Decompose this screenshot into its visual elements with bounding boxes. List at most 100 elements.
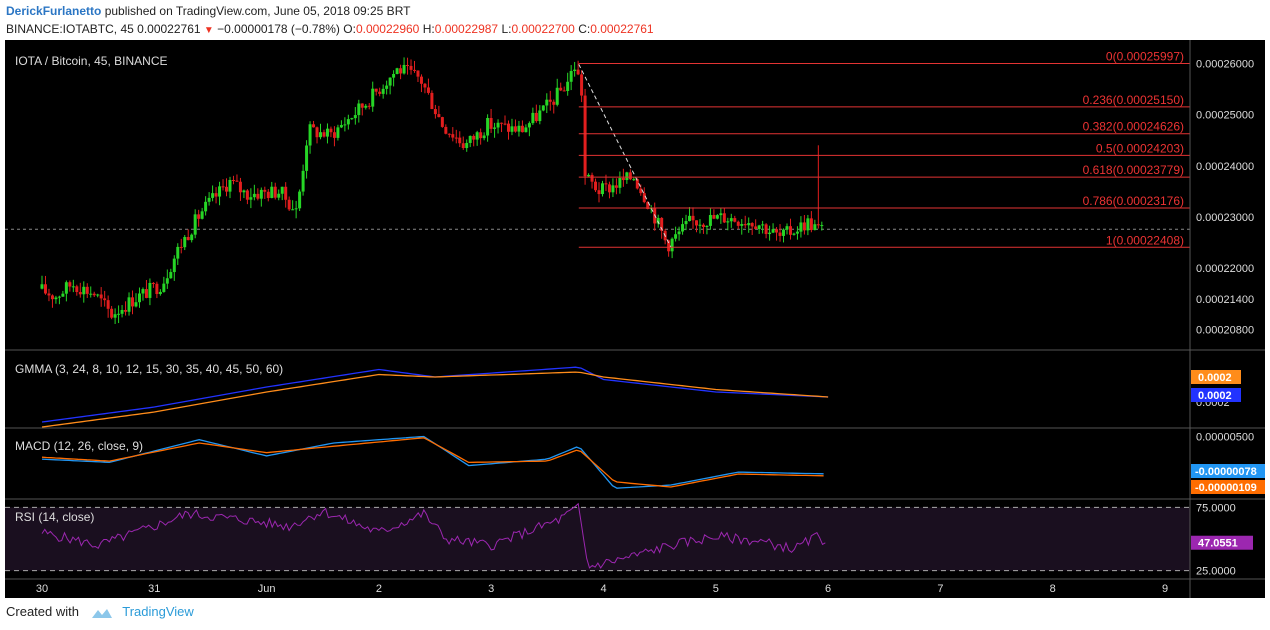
candle-body [747, 223, 751, 226]
candle-body [775, 229, 779, 233]
macd-pane[interactable]: 0.00000500 -0.00000078 -0.00000109 [41, 431, 1265, 494]
candle-body [179, 246, 183, 248]
candle-body [583, 95, 587, 177]
candle-body [238, 181, 242, 193]
candle-body [151, 282, 155, 284]
candle-body [580, 74, 584, 96]
tradingview-link[interactable]: TradingView [122, 604, 194, 619]
candle-body [712, 215, 716, 219]
candle-body [618, 177, 622, 188]
price-pane-title: IOTA / Bitcoin, 45, BINANCE [15, 54, 168, 68]
candle-body [249, 197, 253, 200]
candle-body [468, 135, 472, 143]
candle-body [124, 309, 128, 312]
gmma-pane[interactable]: 0.00030.00020.00020.0002 [41, 366, 1241, 428]
time-axis[interactable]: 30 31 Jun 2 3 4 5 6 7 8 9 [36, 583, 1168, 595]
candle-body [305, 145, 309, 171]
candle-body [266, 191, 270, 198]
candle-body [245, 190, 249, 200]
rsi-pane[interactable]: 75.0000 25.0000 47.0551 [5, 502, 1253, 578]
candle-body [517, 125, 521, 132]
time-tick-label: 7 [937, 583, 943, 595]
candle-body [799, 222, 803, 232]
down-arrow-icon: ▼ [203, 25, 214, 36]
fib-paren-close: ) [1180, 163, 1184, 177]
candle-body [106, 300, 110, 309]
fib-ratio: 1 [1106, 233, 1113, 247]
time-tick-label: 3 [488, 583, 494, 595]
gmma-value-text: 0.0002 [1198, 372, 1232, 384]
candle-body [719, 213, 723, 216]
fib-price: 0.00022408 [1117, 233, 1181, 247]
fib-ratio: 0.236 [1083, 93, 1113, 107]
candle-body [294, 208, 298, 210]
candle-body [339, 125, 343, 128]
fib-price: 0.00024203 [1117, 141, 1181, 155]
candle-body [506, 123, 510, 132]
time-tick-label: Jun [258, 583, 276, 595]
candle-body [225, 186, 229, 192]
candle-body [677, 231, 681, 235]
candle-body [426, 87, 430, 93]
candle-body [322, 132, 326, 137]
footer: Created with TradingView [6, 604, 194, 619]
candle-body [176, 246, 180, 259]
price-tick-label: 0.00021400 [1196, 294, 1254, 306]
candle-body [740, 224, 744, 226]
candle-body [399, 68, 403, 74]
candle-body [85, 286, 89, 294]
candle-body [733, 218, 737, 222]
candle-body [639, 188, 643, 194]
candle-body [635, 179, 639, 189]
candle-body [346, 119, 350, 125]
time-tick-label: 30 [36, 583, 48, 595]
price-pane[interactable]: 0.00026000 0.00025000 0.00024000 0.00023000… [5, 50, 1254, 337]
candle-body [531, 112, 535, 124]
candle-body [367, 105, 371, 107]
candle-body [813, 224, 817, 231]
fib-ratio: 0.5 [1096, 141, 1113, 155]
candle-body [750, 223, 754, 227]
chart-svg[interactable]: 0.000260000.000250000.000240000.00023000… [5, 40, 1265, 598]
candle-body [600, 183, 604, 195]
candle-body [768, 232, 772, 235]
candle-body [698, 224, 702, 226]
candle-body [43, 284, 47, 294]
candle-body [628, 172, 632, 180]
price-tick-label: 0.00023000 [1196, 212, 1254, 224]
candle-body [806, 218, 810, 231]
chart-area[interactable]: 0.00026000 0.00025000 0.00024000 0.00023000… [5, 40, 1265, 598]
candle-body [409, 65, 413, 70]
fib-ratio: 0.786 [1083, 194, 1113, 208]
candle-body [440, 117, 444, 127]
candle-body [406, 64, 410, 66]
candle-body [458, 137, 462, 144]
created-with-label: Created with [6, 604, 79, 619]
candle-body [743, 224, 747, 226]
candle-body [590, 174, 594, 182]
candle-body [625, 172, 629, 181]
candle-body [273, 186, 277, 198]
rsi-tick-label: 75.0000 [1196, 502, 1236, 514]
candle-body [708, 215, 712, 226]
candle-body [782, 229, 786, 236]
candle-body [754, 226, 758, 230]
candle-body [54, 297, 58, 300]
candle-body [486, 117, 490, 136]
candles [40, 57, 824, 325]
candle-body [256, 193, 260, 199]
candle-body [809, 218, 813, 231]
candle-body [444, 126, 448, 134]
candle-body [103, 298, 107, 301]
candle-body [68, 282, 72, 287]
candle-body [451, 134, 455, 138]
candle-body [764, 224, 768, 235]
candle-body [642, 193, 646, 203]
macd-value-text: -0.00000078 [1195, 466, 1257, 478]
candle-body [134, 302, 138, 307]
author-name[interactable]: DerickFurlanetto [6, 4, 102, 18]
candle-body [64, 282, 68, 294]
candle-body [50, 295, 54, 300]
candle-body [694, 220, 698, 226]
candle-body [757, 225, 761, 230]
